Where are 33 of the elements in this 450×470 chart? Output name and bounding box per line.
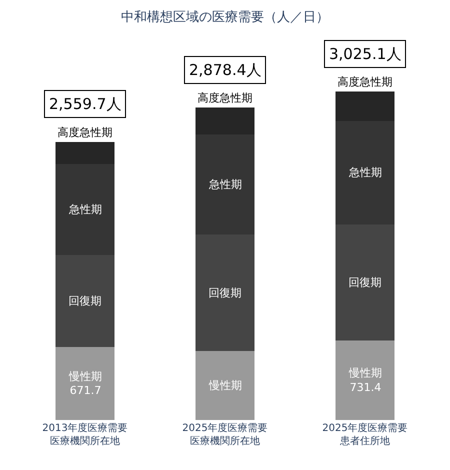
text: 慢性期 [69,370,102,383]
total-label: 3,025.1人 [329,45,402,63]
bar [196,351,254,420]
text: 急性期 [209,178,242,192]
x-tick-label: 2025年度医療需要医療機関所在地 [182,422,268,447]
bar [336,120,394,224]
bar [196,234,254,352]
bar [56,164,114,256]
series-label: 急性期 [348,166,382,180]
bar [336,224,394,341]
bar [56,255,114,348]
series-label: 高度急性期 [58,126,112,140]
bar [196,134,254,235]
data-label: 731.4 [350,380,382,394]
text: 回復期 [68,294,102,308]
text: 回復期 [208,286,242,300]
bar [196,108,254,134]
bar [336,340,394,420]
x-tick-label: 2013年度医療需要医療機関所在地 [42,422,128,447]
total-label: 2,559.7人 [49,95,122,113]
series-label: 回復期 [348,276,382,289]
chart-title: 中和構想区域の医療需要（人／日） [121,10,329,25]
text: 高度急性期 [198,92,252,104]
total-label: 2,878.4人 [189,61,262,79]
series-label: 慢性期 [348,366,382,380]
x-tick-label: 2025年度医療需要患者住所地 [322,422,408,447]
text: 高度急性期 [338,76,392,89]
data-label: 671.7 [70,384,102,398]
bar [56,347,114,420]
text: 急性期 [69,202,102,216]
text: 慢性期 [209,379,242,392]
bar [336,92,394,121]
bar [56,142,114,164]
